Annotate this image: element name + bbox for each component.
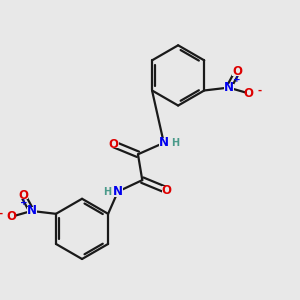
- Text: N: N: [113, 185, 123, 198]
- Text: +: +: [233, 75, 240, 84]
- Text: N: N: [27, 205, 37, 218]
- FancyBboxPatch shape: [26, 207, 37, 215]
- FancyBboxPatch shape: [162, 186, 172, 194]
- Text: -: -: [0, 209, 3, 219]
- Text: -: -: [257, 85, 262, 95]
- Text: O: O: [162, 184, 172, 197]
- FancyBboxPatch shape: [104, 187, 123, 196]
- Text: O: O: [18, 189, 28, 202]
- Text: O: O: [7, 210, 16, 223]
- Text: O: O: [244, 87, 254, 100]
- Text: H: H: [171, 138, 179, 148]
- FancyBboxPatch shape: [247, 89, 256, 98]
- Text: O: O: [109, 138, 118, 151]
- FancyBboxPatch shape: [160, 138, 177, 148]
- Text: N: N: [224, 81, 234, 94]
- Text: +: +: [20, 198, 27, 207]
- Text: N: N: [159, 136, 169, 149]
- Text: H: H: [103, 187, 111, 196]
- FancyBboxPatch shape: [4, 213, 14, 221]
- FancyBboxPatch shape: [232, 68, 242, 76]
- Text: O: O: [232, 65, 242, 78]
- FancyBboxPatch shape: [224, 84, 234, 92]
- FancyBboxPatch shape: [18, 191, 28, 199]
- FancyBboxPatch shape: [109, 140, 118, 148]
